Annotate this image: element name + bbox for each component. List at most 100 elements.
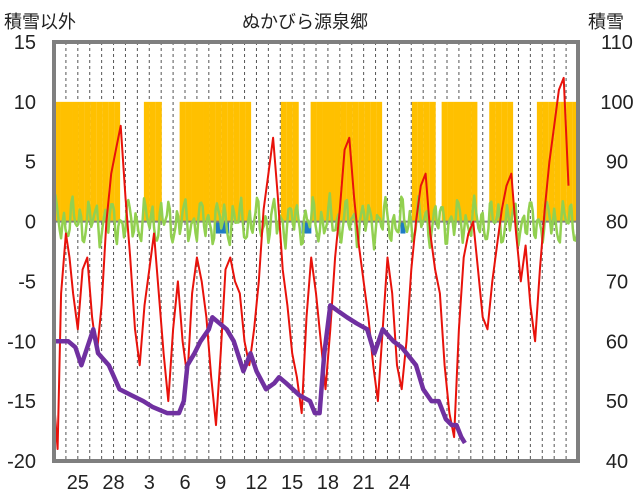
precipitation-bar <box>245 101 252 222</box>
precipitation-bar <box>72 101 79 222</box>
snow-depth-line <box>54 303 467 445</box>
precipitation-bar <box>507 101 514 222</box>
precipitation-bar <box>560 101 567 222</box>
precipitation-bar <box>239 101 246 222</box>
precipitation-bar <box>227 101 234 222</box>
precipitation-bar <box>471 101 478 222</box>
precipitation-bar <box>495 101 502 222</box>
x-tick-label: 6 <box>179 472 190 494</box>
precipitation-bar <box>542 101 549 222</box>
precipitation-bar <box>102 101 109 222</box>
x-tick-label: 15 <box>281 472 303 494</box>
precipitation-bar <box>209 101 216 222</box>
precipitation-bar <box>286 101 293 222</box>
precipitation-bar <box>221 101 228 222</box>
precipitation-bar <box>54 101 61 222</box>
precipitation-bar <box>155 101 162 222</box>
precipitation-bars <box>54 101 579 222</box>
precipitation-bar <box>566 101 573 222</box>
precipitation-bar <box>441 101 448 222</box>
precipitation-bar <box>191 101 198 222</box>
x-tick-label: 28 <box>102 472 124 494</box>
precipitation-bar <box>203 101 210 222</box>
x-tick-label: 12 <box>245 472 267 494</box>
precipitation-bar <box>197 101 204 222</box>
precipitation-bar <box>114 101 121 222</box>
right-tick-label: 40 <box>606 451 628 473</box>
precipitation-bar <box>66 101 73 222</box>
x-axis-ticks: 25 28 3 6 9 12 15 18 21 24 <box>67 472 411 494</box>
sunshine-bar <box>400 221 406 234</box>
right-tick-label: 100 <box>600 92 633 114</box>
precipitation-bar <box>346 101 353 222</box>
precipitation-bar <box>316 101 323 222</box>
right-tick-label: 110 <box>601 32 633 54</box>
right-tick-label: 80 <box>606 212 628 234</box>
precipitation-bar <box>179 101 186 222</box>
precipitation-bar <box>322 101 329 222</box>
x-tick-label: 24 <box>388 472 410 494</box>
precipitation-bar <box>447 101 454 222</box>
precipitation-bar <box>96 101 103 222</box>
precipitation-bar <box>501 101 508 222</box>
precipitation-bar <box>423 101 430 222</box>
precipitation-bar <box>108 101 115 222</box>
left-tick-label: 10 <box>14 92 36 114</box>
chart-title: ぬかびら源泉郷 <box>242 12 368 33</box>
precipitation-bar <box>60 101 67 222</box>
precipitation-bar <box>185 101 192 222</box>
left-tick-label: -10 <box>7 331 36 353</box>
precipitation-bar <box>465 101 472 222</box>
left-tick-label: -20 <box>7 451 36 473</box>
left-tick-label: -5 <box>18 271 36 293</box>
precipitation-bar <box>334 101 341 222</box>
other-series-line <box>52 191 579 251</box>
precipitation-bar <box>310 101 317 222</box>
x-tick-label: 3 <box>144 472 155 494</box>
right-tick-label: 70 <box>606 271 628 293</box>
precipitation-bar <box>233 101 240 222</box>
left-tick-label: 5 <box>25 152 36 174</box>
precipitation-bar <box>572 101 579 222</box>
left-axis-title: 積雪以外 <box>4 12 76 33</box>
grid-lines <box>65 42 567 461</box>
right-tick-label: 50 <box>606 391 628 413</box>
x-tick-label: 9 <box>215 472 226 494</box>
right-tick-label: 60 <box>606 331 628 353</box>
precipitation-bar <box>548 101 555 222</box>
precipitation-bar <box>143 101 150 222</box>
precipitation-bar <box>292 101 299 222</box>
precipitation-bar <box>429 101 436 222</box>
precipitation-bar <box>370 101 377 222</box>
precipitation-bar <box>78 101 85 222</box>
precipitation-bar <box>90 101 97 222</box>
sunshine-bar <box>215 221 221 234</box>
right-axis-ticks: 110 100 90 80 70 60 50 40 <box>600 32 633 473</box>
plot-frame <box>52 40 580 463</box>
precipitation-bar <box>280 101 287 222</box>
right-axis-title: 積雪 <box>588 12 624 33</box>
left-tick-label: 15 <box>14 32 36 54</box>
precipitation-bar <box>358 101 365 222</box>
precipitation-bar <box>215 101 222 222</box>
right-tick-label: 90 <box>606 152 628 174</box>
precipitation-bar <box>554 101 561 222</box>
precipitation-bar <box>84 101 91 222</box>
x-tick-label: 18 <box>317 472 339 494</box>
temperature-line <box>53 76 570 450</box>
left-axis-ticks: 15 10 5 0 -5 -10 -15 -20 <box>7 32 36 473</box>
precipitation-bar <box>417 101 424 222</box>
precipitation-bar <box>364 101 371 222</box>
precipitation-bar <box>459 101 466 222</box>
precipitation-bar <box>376 101 383 222</box>
precipitation-bar <box>411 101 418 222</box>
precipitation-bar <box>536 101 543 222</box>
precipitation-bar <box>453 101 460 222</box>
precipitation-bar <box>328 101 335 222</box>
left-tick-label: 0 <box>25 212 36 234</box>
left-tick-label: -15 <box>7 391 36 413</box>
x-tick-label: 21 <box>353 472 375 494</box>
x-tick-label: 25 <box>67 472 89 494</box>
precipitation-bar <box>352 101 359 222</box>
